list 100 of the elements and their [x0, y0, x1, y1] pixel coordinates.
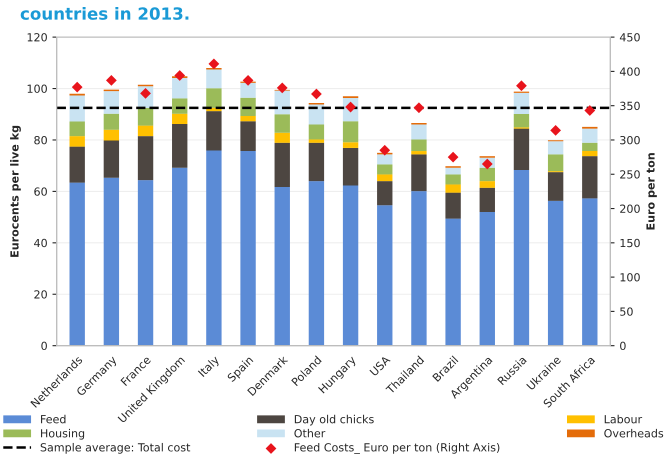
- bar: [514, 114, 530, 128]
- bar: [104, 91, 120, 114]
- y-tick-label: 80: [34, 136, 47, 144]
- y2-tick-label: 50: [620, 307, 633, 316]
- bar: [240, 121, 256, 152]
- bar: [514, 128, 530, 170]
- bar: [138, 108, 154, 126]
- bar: [480, 212, 495, 346]
- y2-tick-label: 150: [620, 238, 640, 248]
- bar: [445, 192, 461, 219]
- bar: [582, 198, 598, 346]
- bar: [377, 181, 392, 206]
- y2-tick-label: 450: [620, 33, 640, 42]
- bar: [548, 141, 564, 154]
- bar: [274, 142, 290, 188]
- bar: [308, 142, 324, 182]
- point: [379, 144, 390, 156]
- legend-label: Day old chicks: [294, 414, 374, 426]
- point: [72, 82, 83, 93]
- bar: [70, 146, 85, 183]
- bar: [172, 168, 188, 346]
- y-tick-label: 0: [41, 342, 47, 350]
- bar: [274, 132, 290, 143]
- point: [516, 80, 527, 92]
- bar: [582, 142, 598, 152]
- y2-tick-label: 0: [620, 342, 626, 350]
- bar: [514, 170, 530, 346]
- bar: [172, 78, 188, 98]
- point: [550, 124, 562, 136]
- bar: [274, 114, 290, 133]
- bar: [104, 114, 120, 130]
- y-tick-label: 100: [28, 84, 47, 93]
- bar: [70, 136, 85, 147]
- bar: [104, 140, 120, 178]
- chart-title: countries in 2013.: [20, 6, 188, 20]
- bar: [206, 150, 222, 346]
- bar: [582, 151, 598, 156]
- bar: [274, 187, 290, 346]
- bar: [138, 126, 154, 136]
- bar: [445, 218, 461, 346]
- bar: [582, 156, 598, 198]
- bar: [240, 98, 256, 116]
- bar: [342, 142, 358, 148]
- bar: [411, 154, 427, 192]
- legend-label: Sample average: Total cost: [40, 442, 190, 454]
- bar: [377, 174, 392, 182]
- bar: [342, 148, 358, 186]
- bar: [308, 124, 324, 140]
- bar: [206, 111, 222, 151]
- legend-label: Labour: [604, 414, 642, 424]
- y-tick-label: 20: [34, 290, 47, 299]
- y-tick-label: 60: [34, 187, 47, 196]
- bar: [342, 121, 358, 142]
- bar: [411, 124, 427, 140]
- point: [276, 82, 288, 94]
- y2-tick-label: 400: [620, 67, 640, 76]
- bar: [411, 151, 427, 154]
- bar: [480, 181, 495, 188]
- bar: [548, 154, 564, 172]
- bar: [138, 180, 154, 346]
- y2-axis-title: Euro per ton: [646, 153, 657, 230]
- point: [414, 102, 424, 114]
- point: [208, 58, 220, 70]
- bar: [308, 181, 324, 346]
- point: [311, 88, 322, 100]
- bar: [240, 151, 256, 346]
- bar: [308, 139, 324, 143]
- bar: [240, 116, 256, 122]
- bar: [377, 164, 392, 174]
- y-axis-title: Eurocents per live kg: [10, 126, 21, 257]
- y-tick-label: 40: [34, 238, 47, 248]
- point: [106, 74, 117, 86]
- bar: [240, 82, 256, 98]
- point: [242, 74, 254, 86]
- bar: [206, 88, 222, 108]
- bar: [274, 90, 290, 114]
- bar: [70, 121, 85, 136]
- bar: [138, 136, 154, 180]
- bar: [70, 95, 85, 122]
- bar: [342, 185, 358, 346]
- bar: [548, 200, 564, 346]
- bar: [172, 124, 188, 168]
- bar: [377, 154, 392, 164]
- bar: [480, 168, 495, 182]
- bar: [70, 182, 85, 346]
- bar: [308, 104, 324, 125]
- bar: [445, 184, 461, 193]
- y2-tick-label: 200: [620, 204, 640, 213]
- bar: [548, 172, 564, 201]
- legend-label: Feed: [41, 414, 66, 424]
- bar: [172, 114, 188, 124]
- y2-tick-label: 250: [620, 170, 640, 179]
- bar: [206, 70, 222, 88]
- y2-tick-label: 300: [620, 136, 640, 144]
- bar: [411, 139, 427, 152]
- bar: [480, 188, 495, 212]
- bar: [582, 128, 598, 143]
- legend-label: Other: [294, 428, 326, 438]
- bar: [104, 178, 120, 346]
- point: [584, 105, 596, 116]
